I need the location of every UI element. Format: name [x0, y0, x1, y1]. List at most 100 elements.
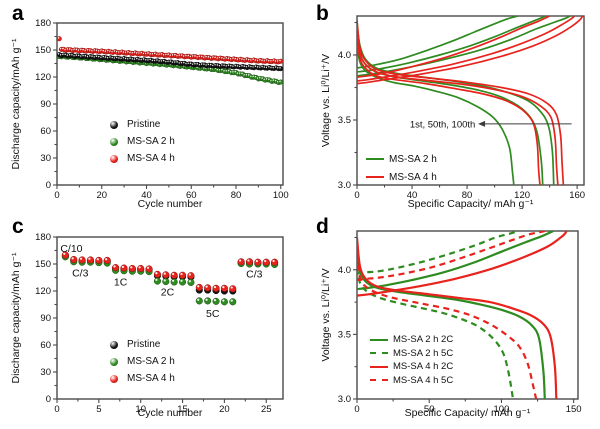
- annotation-text: 5C: [206, 308, 220, 320]
- data-point-highlight: [180, 61, 183, 64]
- data-point-highlight: [82, 54, 84, 57]
- series-ms-sa-4-h-1st-charge: [357, 16, 584, 85]
- plot-frame: [356, 15, 585, 186]
- data-point-highlight: [142, 58, 145, 60]
- data-point-highlight: [151, 52, 154, 55]
- y-tick-label: 0: [46, 394, 51, 405]
- y-tick-label: 30: [40, 367, 51, 378]
- series-ms-sa-4-h: [61, 251, 279, 293]
- data-point: [187, 278, 195, 286]
- legend-item-ms-sa-2-h: MS-SA 2 h: [110, 133, 175, 150]
- data-point-highlight: [180, 279, 183, 282]
- data-point: [187, 272, 195, 280]
- data-point-highlight: [102, 49, 105, 52]
- legend-item-ms-sa-4-h: MS-SA 4 h: [366, 168, 437, 186]
- y-tick-label: 150: [35, 45, 51, 56]
- data-point-highlight: [68, 48, 71, 50]
- tick-labels: 0 40 80 120 160 3.0 3.5 4.0: [338, 50, 585, 201]
- data-point: [120, 264, 128, 272]
- data-point-highlight: [263, 78, 266, 81]
- y-tick-label: 3.0: [338, 180, 351, 191]
- panel-d-label: d: [316, 215, 329, 238]
- y-tick-label: 0: [46, 180, 51, 191]
- data-point-highlight: [241, 58, 243, 60]
- legend-item-ms-sa-4-h: MS-SA 4 h: [110, 150, 175, 167]
- legend-label: MS-SA 2 h: [127, 136, 175, 147]
- panel-b: b 0 40 80 120 160 3.0 3.5 4.0 Specific Capacity/…: [300, 0, 600, 215]
- data-point-highlight: [66, 54, 69, 56]
- legend-sphere-marker: [110, 357, 118, 366]
- legend-label: MS-SA 2 h: [389, 153, 437, 165]
- series-path: [357, 25, 559, 185]
- annotation-text: 1C: [114, 277, 128, 289]
- series-path: [357, 266, 515, 399]
- annotation-text: C/3: [246, 268, 262, 280]
- y-axis-label: Discharge capacity/mAh g⁻¹: [10, 252, 22, 384]
- data-point-highlight: [256, 77, 259, 79]
- data-point-highlight: [205, 298, 208, 301]
- data-point-highlight: [203, 63, 205, 65]
- data-point-highlight: [243, 58, 246, 61]
- data-point-highlight: [256, 59, 259, 62]
- data-point-highlight: [163, 279, 166, 282]
- data-point-highlight: [230, 299, 233, 302]
- data-point: [278, 79, 283, 85]
- data-point-highlight: [209, 67, 212, 70]
- y-tick-label: 4.0: [338, 50, 351, 61]
- annotation-text: C/3: [72, 268, 89, 280]
- series-path: [357, 16, 550, 78]
- data-point-highlight: [212, 56, 214, 58]
- data-point-highlight: [80, 48, 82, 51]
- axis-ticks: [353, 236, 575, 403]
- tick-labels: 0 5 10 15 20 25 0 30 60 90 120 150 180: [35, 232, 271, 415]
- data-point-highlight: [118, 51, 120, 53]
- panel-b-legend: MS-SA 2 h MS-SA 4 h: [366, 150, 437, 186]
- data-point-highlight: [95, 55, 98, 57]
- data-point-highlight: [255, 259, 258, 263]
- data-point-highlight: [247, 58, 250, 61]
- data-point-highlight: [149, 58, 152, 61]
- y-tick-label: 60: [40, 340, 51, 351]
- y-axis-label: Voltage vs. Li⁰/Li⁺/V: [320, 268, 332, 361]
- data-point-highlight: [218, 64, 221, 67]
- data-point-highlight: [252, 58, 254, 61]
- data-point-highlight: [71, 53, 73, 56]
- data-point-highlight: [196, 62, 199, 65]
- data-point-highlight: [209, 63, 212, 66]
- data-point-highlight: [241, 72, 243, 75]
- data-point-highlight: [158, 60, 160, 62]
- data-point-highlight: [171, 54, 174, 56]
- x-tick-label: 20: [219, 404, 230, 415]
- data-point-highlight: [109, 56, 111, 58]
- series-ms-sa-4-h-1st-discharge: [357, 19, 565, 185]
- x-axis-label: Cycle number: [138, 407, 203, 419]
- data-point-highlight: [109, 50, 111, 52]
- data-point-highlight: [89, 49, 91, 51]
- data-point: [70, 255, 78, 264]
- data-point-highlight: [188, 273, 191, 276]
- data-point-highlight: [140, 51, 143, 54]
- data-point-highlight: [194, 55, 196, 57]
- data-point: [278, 66, 283, 72]
- data-point-highlight: [131, 51, 134, 54]
- panel-d: d 0 50 100 150 3.0 3.5 4.0 Specific Capacity/ m…: [300, 215, 600, 429]
- legend-item-ms-sa-2-h-5c: MS-SA 2 h 5C: [370, 347, 453, 361]
- data-point-highlight: [172, 279, 175, 282]
- y-axis-label: Discharge capacity/mAh g⁻¹: [10, 38, 22, 170]
- data-point: [179, 278, 187, 286]
- data-point-highlight: [121, 265, 125, 268]
- data-point-highlight: [223, 69, 225, 72]
- data-point-highlight: [230, 64, 232, 67]
- data-point-highlight: [216, 57, 219, 59]
- data-point-highlight: [225, 69, 228, 72]
- legend-label: MS-SA 4 h: [127, 373, 175, 384]
- data-point-highlight: [191, 55, 194, 57]
- data-point-highlight: [212, 64, 214, 67]
- data-point-highlight: [203, 67, 205, 69]
- data-point-highlight: [162, 59, 165, 62]
- data-point-highlight: [63, 252, 66, 255]
- data-point-highlight: [97, 55, 100, 58]
- y-tick-label: 150: [35, 259, 51, 270]
- series-path: [357, 32, 541, 185]
